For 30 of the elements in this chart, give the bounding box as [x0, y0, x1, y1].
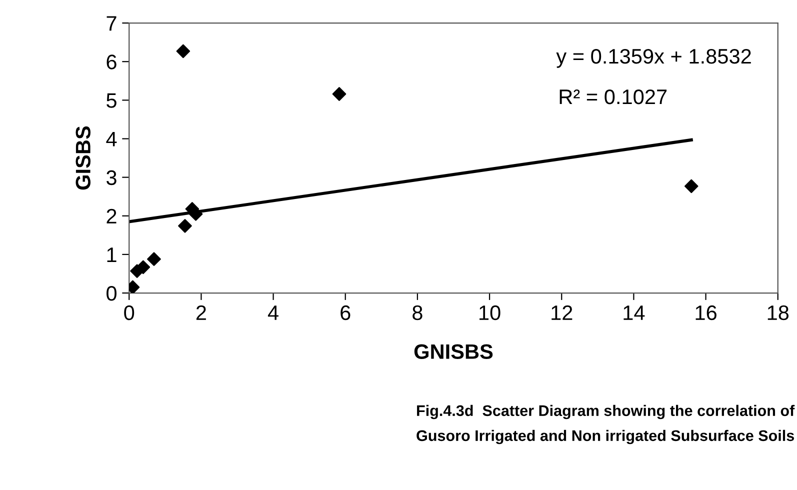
x-tick-label: 2	[196, 305, 206, 320]
y-tick-label: 3	[106, 170, 116, 186]
x-tick-label: 18	[768, 305, 789, 320]
x-axis-title: GNISBS	[414, 344, 493, 359]
x-tick-label: 0	[124, 305, 134, 320]
text: Gusoro Irrigated and Non irrigated Subsurface Soils	[416, 430, 794, 444]
y-tick-label: 2	[106, 208, 116, 224]
y-axis-title: GISBS	[76, 126, 90, 190]
y-tick-label: 0	[106, 286, 116, 301]
point	[147, 252, 161, 266]
y-tick-label: 7	[106, 16, 116, 31]
x-tick-label: 12	[552, 305, 572, 320]
point	[136, 260, 150, 274]
x-tick-label: 10	[480, 305, 500, 320]
y-tick-label: 4	[106, 132, 117, 146]
y-tick-label: 1	[107, 248, 116, 262]
x-tick-label: 16	[696, 305, 716, 320]
x-tick-label: 6	[340, 305, 350, 320]
point	[178, 219, 192, 233]
x-tick-label: 4	[268, 306, 278, 320]
y-tick-label: 5	[106, 93, 116, 108]
x-tick-label: 14	[624, 306, 645, 320]
caption: Fig.4.3d Scatter Diagram showing the correlation of	[417, 404, 795, 420]
point	[176, 44, 190, 58]
annotation: y = 0.1359x + 1.8532	[556, 48, 751, 68]
annotation: R² = 0.1027	[560, 89, 667, 104]
point	[684, 179, 698, 194]
x-tick-label: 8	[412, 305, 422, 320]
point	[332, 87, 346, 101]
y-tick-label: 6	[106, 54, 116, 70]
